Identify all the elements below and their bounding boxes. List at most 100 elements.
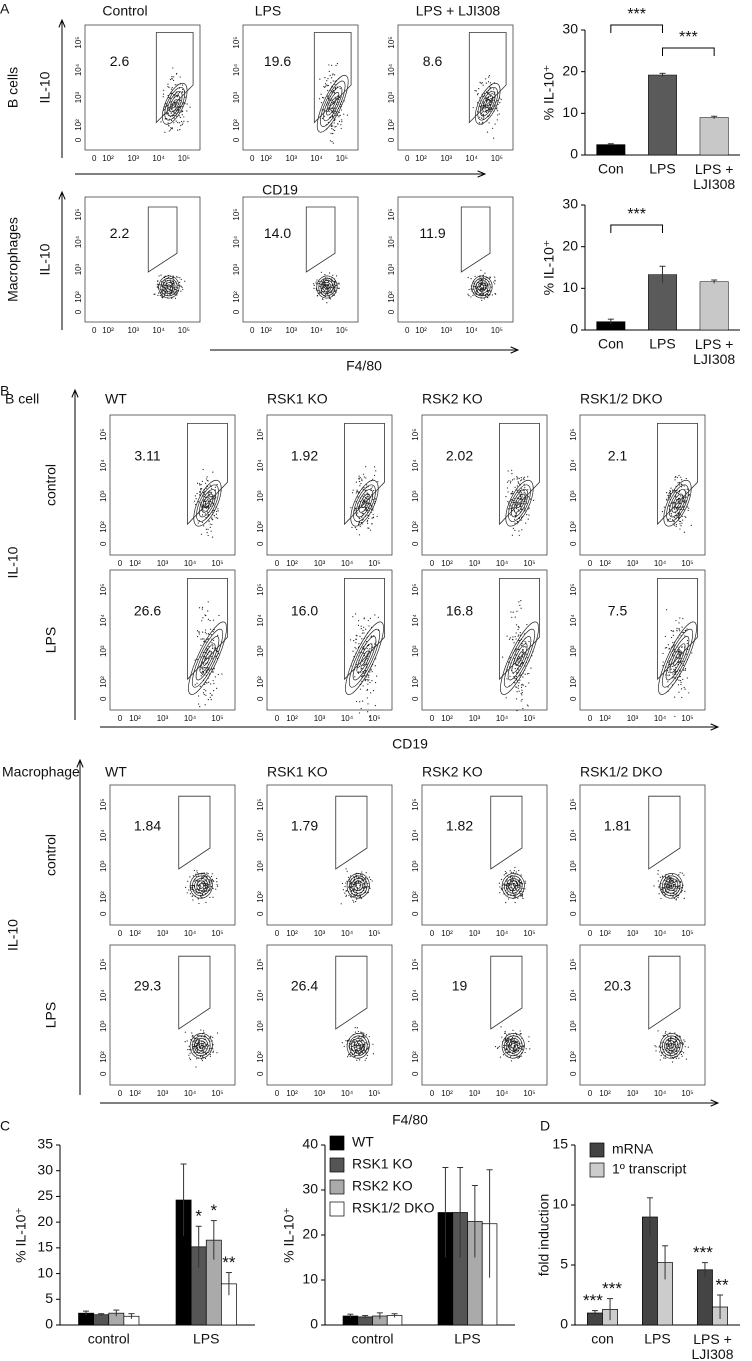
column-title: RSK2 KO <box>422 764 483 780</box>
event-dot <box>505 1045 506 1046</box>
event-dot <box>217 635 218 636</box>
event-dot <box>521 693 522 694</box>
y-tick-label: 30 <box>37 1161 53 1177</box>
event-dot <box>203 510 204 511</box>
event-dot <box>158 293 159 294</box>
row-label: LPS <box>43 1002 59 1028</box>
event-dot <box>211 492 212 493</box>
event-dot <box>211 876 212 877</box>
event-dot <box>480 270 481 271</box>
y-tick-label: 10² <box>99 676 108 688</box>
event-dot <box>367 679 368 680</box>
plot-frame <box>580 945 705 1085</box>
event-dot <box>325 86 326 87</box>
event-dot <box>208 885 209 886</box>
x-tick-label: 10⁵ <box>523 1089 535 1098</box>
event-dot <box>190 1053 191 1054</box>
x-tick-label: 0 <box>275 1089 280 1098</box>
x-tick-label: 10² <box>129 929 141 938</box>
event-dot <box>176 73 177 74</box>
event-dot <box>477 93 478 94</box>
x-tick-label: 10³ <box>469 714 481 723</box>
event-dot <box>208 497 209 498</box>
event-dot <box>198 703 199 704</box>
event-dot <box>678 493 679 494</box>
x-tick-label: 10⁵ <box>178 326 190 335</box>
event-dot <box>680 684 681 685</box>
event-dot <box>472 295 473 296</box>
event-dot <box>360 666 361 667</box>
y-tick-label: 10³ <box>569 1020 578 1032</box>
y-tick-label: 10⁵ <box>232 36 241 48</box>
event-dot <box>521 699 522 700</box>
legend-swatch <box>330 1202 344 1216</box>
event-dot <box>517 485 518 486</box>
event-dot <box>663 1035 664 1036</box>
event-dot <box>333 117 334 118</box>
event-dot <box>508 470 509 471</box>
event-dot <box>474 286 475 287</box>
event-dot <box>662 511 663 512</box>
event-dot <box>665 887 666 888</box>
event-dot <box>200 886 201 887</box>
event-dot <box>187 121 188 122</box>
event-dot <box>681 484 682 485</box>
gate-frequency: 2.1 <box>608 448 628 464</box>
event-dot <box>169 119 170 120</box>
section-title: Macrophage <box>2 764 80 780</box>
gate-frequency: 1.79 <box>291 818 318 834</box>
event-dot <box>487 105 488 106</box>
x-tick-label: 10⁵ <box>368 929 380 938</box>
y-tick-label: 10³ <box>256 860 265 872</box>
event-dot <box>511 617 512 618</box>
y-tick-label: 10⁴ <box>256 989 265 1002</box>
event-dot <box>211 886 212 887</box>
flow-plot <box>110 570 235 710</box>
event-dot <box>197 630 198 631</box>
event-dot <box>360 874 361 875</box>
event-dot <box>355 884 356 885</box>
event-dot <box>489 94 490 95</box>
event-dot <box>522 692 523 693</box>
event-dot <box>469 289 470 290</box>
event-dot <box>355 639 356 640</box>
event-dot <box>344 886 345 887</box>
event-dot <box>184 281 185 282</box>
event-dot <box>519 478 520 479</box>
event-dot <box>663 1057 664 1058</box>
x-tick-label: 0 <box>430 1089 435 1098</box>
x-tick-label: 0 <box>275 559 280 568</box>
event-dot <box>213 1051 214 1052</box>
flow-plot <box>267 415 392 555</box>
event-dot <box>518 640 519 641</box>
event-dot <box>525 882 526 883</box>
event-dot <box>680 525 681 526</box>
y-tick-label: 10³ <box>411 645 420 657</box>
event-dot <box>177 130 178 131</box>
event-dot <box>482 279 483 280</box>
event-dot <box>516 1055 517 1056</box>
event-dot <box>674 1032 675 1033</box>
column-title: LPS <box>255 3 281 19</box>
event-dot <box>203 638 204 639</box>
x-tick-label: 10⁴ <box>654 1089 667 1098</box>
event-dot <box>199 484 200 485</box>
event-dot <box>329 272 330 273</box>
event-dot <box>658 880 659 881</box>
event-dot <box>157 295 158 296</box>
y-tick-label: 0 <box>411 541 420 546</box>
flow-plot <box>580 945 705 1085</box>
event-dot <box>368 675 369 676</box>
event-dot <box>355 527 356 528</box>
event-dot <box>523 646 524 647</box>
event-dot <box>332 125 333 126</box>
event-dot <box>674 677 675 678</box>
event-dot <box>319 98 320 99</box>
event-dot <box>194 1040 195 1041</box>
event-dot <box>221 673 222 674</box>
event-dot <box>362 633 363 634</box>
panel-label: A <box>0 1 10 17</box>
event-dot <box>672 490 673 491</box>
event-dot <box>197 872 198 873</box>
event-dot <box>371 488 372 489</box>
